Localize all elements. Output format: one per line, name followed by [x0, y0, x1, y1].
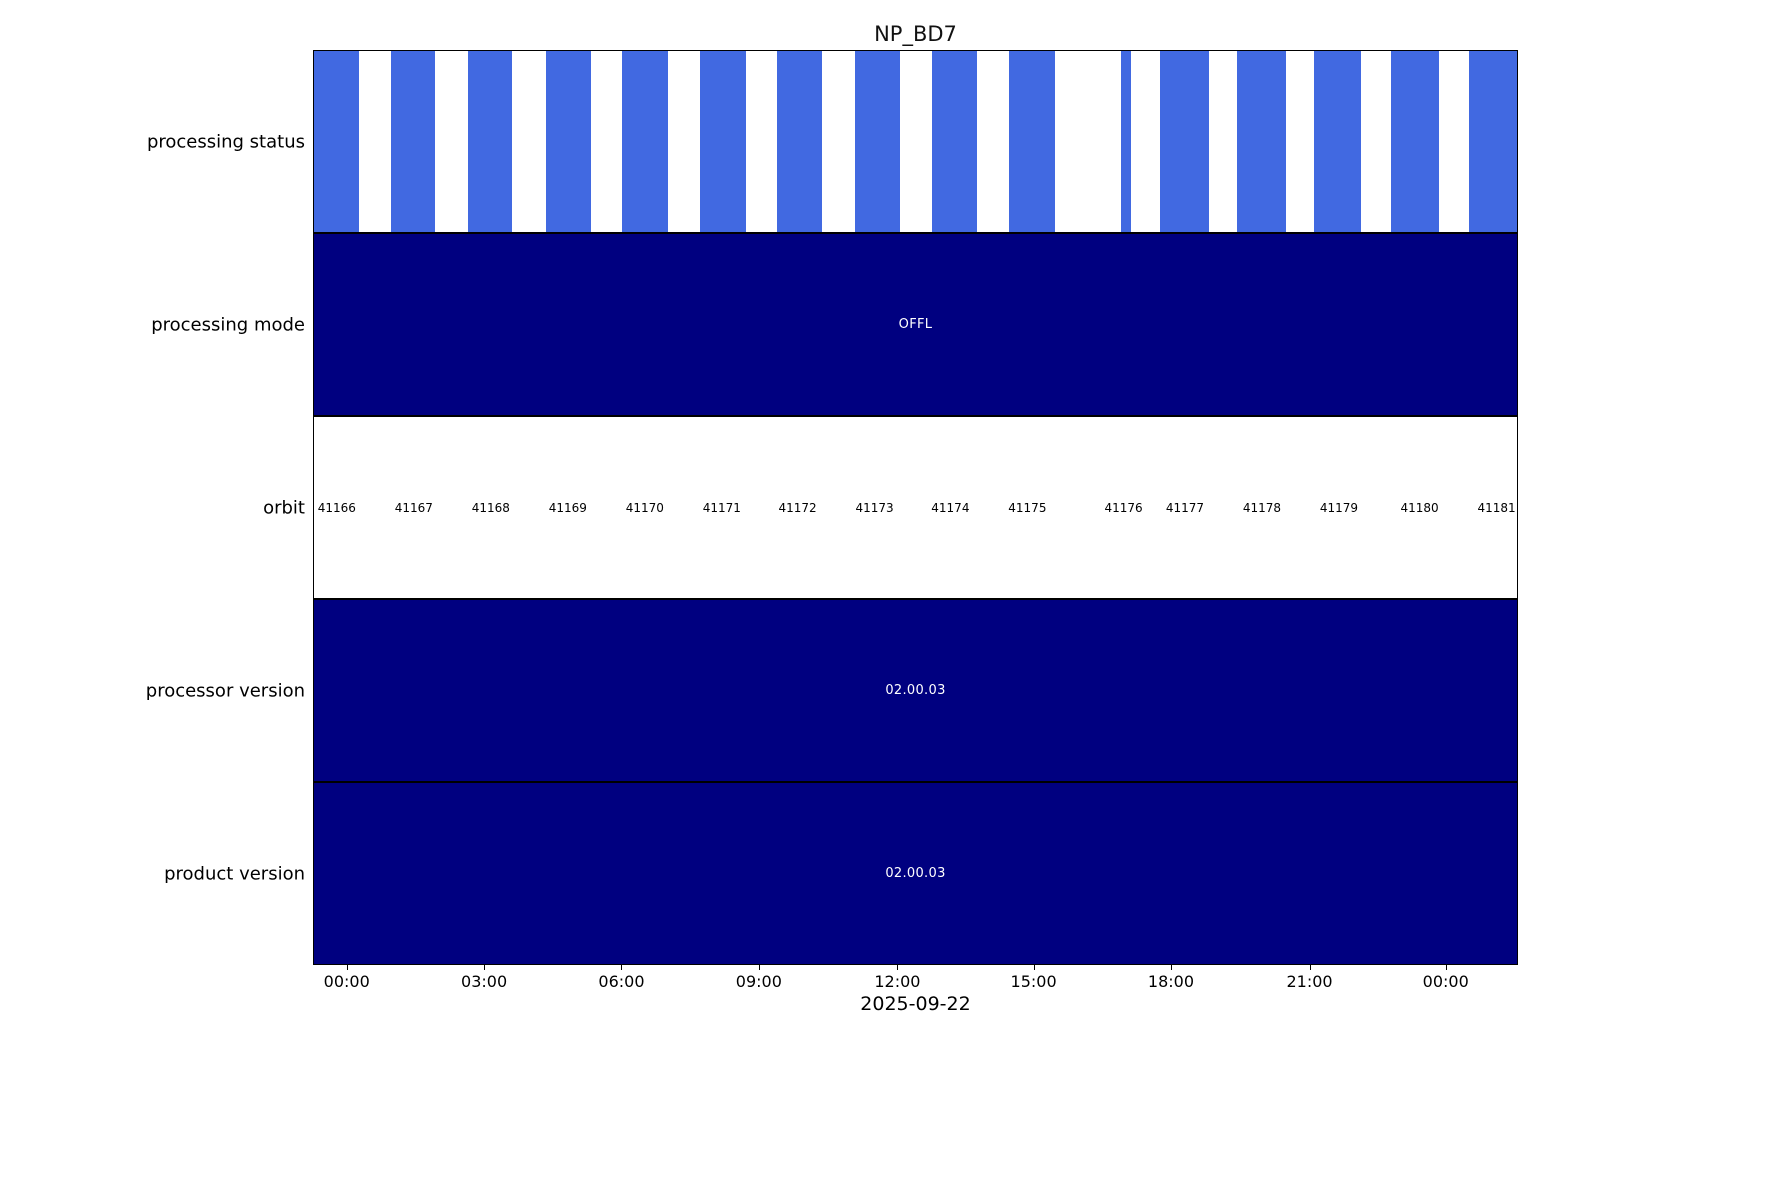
processing-status-bar — [314, 51, 359, 232]
orbit-label: 41167 — [394, 500, 433, 515]
orbit-label: 41176 — [1104, 500, 1143, 515]
processing-status-bar — [1390, 51, 1439, 232]
row-processor-version: 02.00.03 — [313, 599, 1518, 782]
x-tick-mark — [1170, 965, 1172, 970]
processing-status-bar — [1468, 51, 1517, 232]
processing-mode-value: OFFL — [898, 317, 933, 332]
x-tick-label: 21:00 — [1286, 972, 1333, 991]
orbit-label: 41179 — [1319, 500, 1359, 515]
row-processing-status — [313, 50, 1518, 233]
processing-status-bar — [621, 51, 668, 232]
row-label-orbit: orbit — [263, 497, 305, 518]
x-tick-label: 06:00 — [598, 972, 645, 991]
orbit-label: 41170 — [625, 500, 664, 515]
x-tick-mark — [346, 965, 348, 970]
orbit-label: 41172 — [778, 500, 817, 515]
processing-status-bar — [1121, 51, 1131, 232]
row-label-processing-mode: processing mode — [151, 314, 305, 335]
x-axis-date-label: 2025-09-22 — [860, 993, 971, 1015]
orbit-label: 41166 — [317, 500, 356, 515]
processing-status-bar — [1313, 51, 1361, 232]
processing-status-bar — [467, 51, 513, 232]
orbit-label: 41168 — [471, 500, 510, 515]
orbit-label: 41173 — [855, 500, 894, 515]
orbit-label: 41180 — [1400, 500, 1439, 515]
processing-status-bar — [855, 51, 900, 232]
row-processing-mode: OFFL — [313, 233, 1518, 416]
x-tick-label: 09:00 — [735, 972, 782, 991]
processing-status-bar — [777, 51, 822, 232]
x-tick-mark — [484, 965, 486, 970]
processing-status-bar — [932, 51, 977, 232]
product-version-value: 02.00.03 — [885, 866, 946, 881]
row-label-processor-version: processor version — [145, 680, 305, 701]
orbit-label: 41175 — [1008, 500, 1047, 515]
x-tick-mark — [1309, 965, 1311, 970]
chart-title: NP_BD7 — [874, 22, 957, 46]
orbit-label: 41181 — [1477, 500, 1516, 515]
orbit-label: 41177 — [1165, 500, 1205, 515]
processor-version-value: 02.00.03 — [885, 683, 946, 698]
processing-status-bar — [1159, 51, 1210, 232]
row-product-version: 02.00.03 — [313, 782, 1518, 965]
processing-status-bar — [1009, 51, 1056, 232]
x-tick-mark — [1033, 965, 1035, 970]
processing-status-bar — [700, 51, 746, 232]
plot-area: OFFL 41166 41167 41168 41169 41170 41171 41172 4… — [313, 50, 1518, 965]
x-tick-label: 12:00 — [874, 972, 921, 991]
orbit-label: 41169 — [548, 500, 587, 515]
row-orbit: 41166 41167 41168 41169 41170 41171 41172 41173… — [313, 416, 1518, 599]
orbit-label: 41174 — [931, 500, 970, 515]
orbit-label: 41178 — [1242, 500, 1282, 515]
processing-status-bar — [546, 51, 591, 232]
x-tick-mark — [1445, 965, 1447, 970]
x-tick-mark — [758, 965, 760, 970]
x-tick-mark — [897, 965, 899, 970]
row-label-processing-status: processing status — [146, 131, 305, 152]
orbit-label: 41171 — [702, 500, 741, 515]
processing-status-bar — [1236, 51, 1286, 232]
processing-status-bar — [390, 51, 436, 232]
x-tick-label: 15:00 — [1010, 972, 1057, 991]
row-label-product-version: product version — [164, 863, 305, 884]
x-tick-label: 00:00 — [323, 972, 370, 991]
x-tick-label: 03:00 — [461, 972, 508, 991]
x-tick-label: 00:00 — [1422, 972, 1469, 991]
x-tick-mark — [621, 965, 623, 970]
x-tick-label: 18:00 — [1147, 972, 1195, 991]
